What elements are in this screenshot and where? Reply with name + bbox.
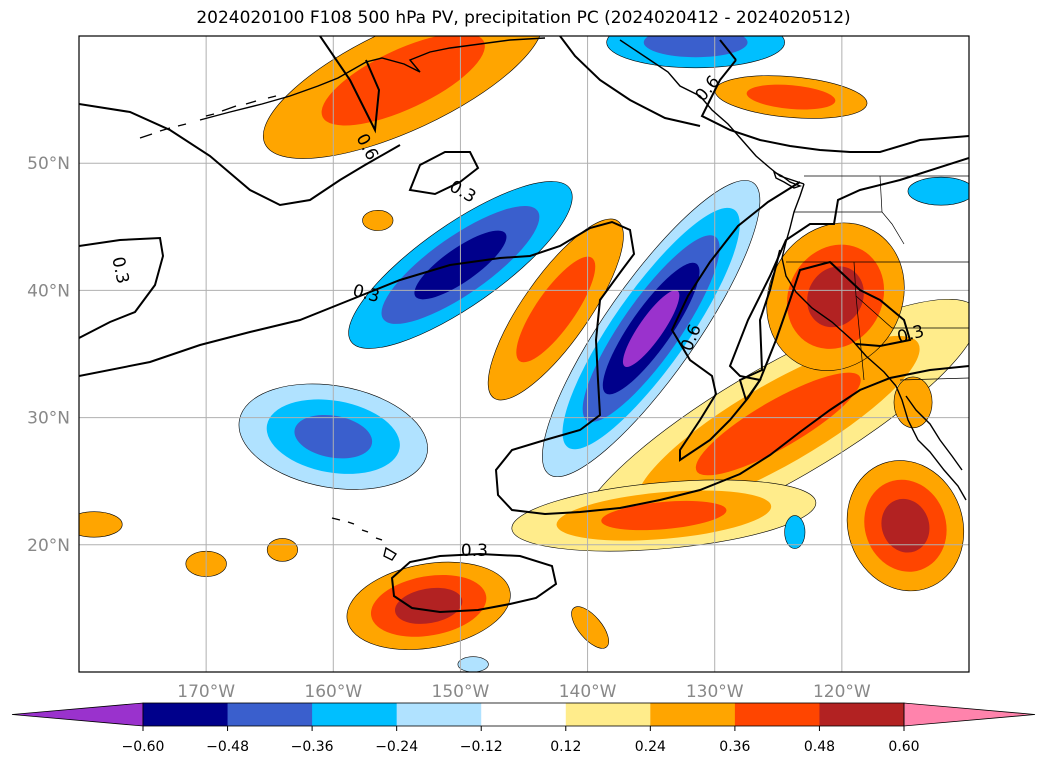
precip-blob: [766, 222, 905, 371]
colorbar-segment: [565, 703, 651, 726]
colorbar-segment: [312, 703, 398, 726]
gridlines: [79, 36, 969, 672]
contour-labels: 0.60.30.30.30.6 0.30.30.6: [107, 72, 926, 561]
lon-tick-label: 120°W: [813, 682, 871, 702]
colorbar-tick-label: −0.60: [122, 739, 165, 755]
colorbar-tick-label: 0.36: [719, 739, 750, 755]
pv-contour-0.3-small: [408, 151, 480, 196]
coastline-vancouver-island: [772, 170, 803, 189]
lat-tick-label: 20°N: [27, 536, 70, 556]
precip-level--0.24: [907, 176, 969, 206]
axis-ticks: 170°W 160°W 150°W 140°W 130°W 120°W 20°N 30°N 40…: [27, 154, 871, 702]
lon-tick-label: 160°W: [304, 682, 362, 702]
pv-contour-0.3-inner-trough: [738, 249, 912, 403]
precip-level-0.24: [79, 511, 123, 538]
coastline-alaska: [199, 37, 546, 121]
lon-tick-label: 130°W: [686, 682, 744, 702]
precip-level-0.36: [516, 256, 596, 363]
lon-tick-label: 140°W: [559, 682, 617, 702]
colorbar: −0.60 −0.48 −0.36 −0.24 −0.12 0.12 0.24 0.36 0.4…: [11, 702, 1036, 755]
coastline-us-west: [781, 183, 897, 387]
pv-contour-0.6-east: [700, 39, 969, 153]
colorbar-tick-label: −0.12: [460, 739, 503, 755]
colorbar-tick-label: 0.60: [888, 739, 919, 755]
precip-blob: [542, 180, 761, 478]
precip-level--0.36: [643, 36, 748, 58]
coastline-aleutians: [139, 95, 277, 139]
contour-label-group: 0.3: [461, 541, 488, 561]
precip-blob: [893, 376, 933, 429]
colorbar-segment: [396, 703, 482, 726]
colorbar-tick-label: −0.48: [206, 739, 249, 755]
colorbar-extend-high: [903, 702, 1036, 727]
precip-blob: [362, 209, 394, 231]
colorbar-tick-label: 0.48: [804, 739, 835, 755]
pv-contours: [79, 36, 969, 614]
colorbar-segment: [481, 703, 567, 726]
colorbar-tick-label: −0.36: [291, 739, 334, 755]
contour-label: 0.3: [461, 541, 488, 561]
pv-contour-0.3-south: [390, 552, 558, 614]
coastline-hawaii: [331, 517, 397, 561]
coastline-baja: [895, 385, 967, 501]
precip-level-0.36: [695, 372, 861, 476]
colorbar-segment: [819, 703, 905, 726]
colorbar-segment: [650, 703, 736, 726]
pv-contour-0.3-north: [79, 103, 401, 207]
colorbar-segment: [227, 703, 313, 726]
lon-tick-label: 170°W: [177, 682, 235, 702]
lat-tick-label: 40°N: [27, 281, 70, 301]
map-frame: [78, 35, 970, 673]
precip-level-0.24: [266, 538, 298, 562]
precip-level--0.24: [784, 515, 806, 549]
coastlines: [139, 37, 969, 561]
colorbar-segment: [143, 703, 229, 726]
precip-blob: [846, 460, 965, 592]
pv-contour-0.6-north: [319, 36, 381, 134]
precip-blob: [571, 606, 609, 649]
precip-blob: [266, 538, 298, 562]
precip-level-0.48: [881, 498, 930, 553]
precip-level-0.48: [394, 587, 463, 624]
precip-level--0.6: [622, 290, 680, 367]
precip-level-0.36: [746, 84, 836, 110]
precip-blob: [907, 176, 969, 206]
precip-level-0.24: [893, 376, 933, 429]
precip-blob: [457, 656, 489, 672]
precip-blob: [784, 515, 806, 549]
pv-contour-0.3-loop-west: [79, 236, 165, 339]
colorbar-tick-label: 0.12: [550, 739, 581, 755]
precip-level-0.36: [601, 500, 727, 531]
precip-level-0.24: [362, 209, 394, 231]
chart-title: 2024020100 F108 500 hPa PV, precipitatio…: [196, 8, 851, 28]
precip-blob: [346, 561, 511, 650]
precip-blob: [714, 75, 868, 119]
pv-contour-0.6-sw: [559, 36, 701, 127]
precip-blob: [606, 36, 785, 69]
state-borders: [786, 175, 969, 381]
precip-blob: [79, 511, 123, 538]
precip-level--0.12: [457, 656, 489, 672]
lat-tick-label: 50°N: [27, 154, 70, 174]
colorbar-frame: [142, 702, 905, 727]
pv-contour-0.6-trough: [670, 157, 969, 462]
coastline-bc: [619, 39, 805, 185]
precip-level-0.24: [571, 606, 609, 649]
colorbar-tick-label: 0.24: [635, 739, 666, 755]
lat-tick-label: 30°N: [27, 409, 70, 429]
colorbar-segment: [734, 703, 820, 726]
colorbar-extend-low: [11, 702, 144, 727]
precip-level-0.36: [321, 36, 485, 126]
pv-contour-0.3-main: [79, 220, 969, 516]
lon-tick-label: 150°W: [432, 682, 490, 702]
colorbar-tick-label: −0.24: [375, 739, 418, 755]
